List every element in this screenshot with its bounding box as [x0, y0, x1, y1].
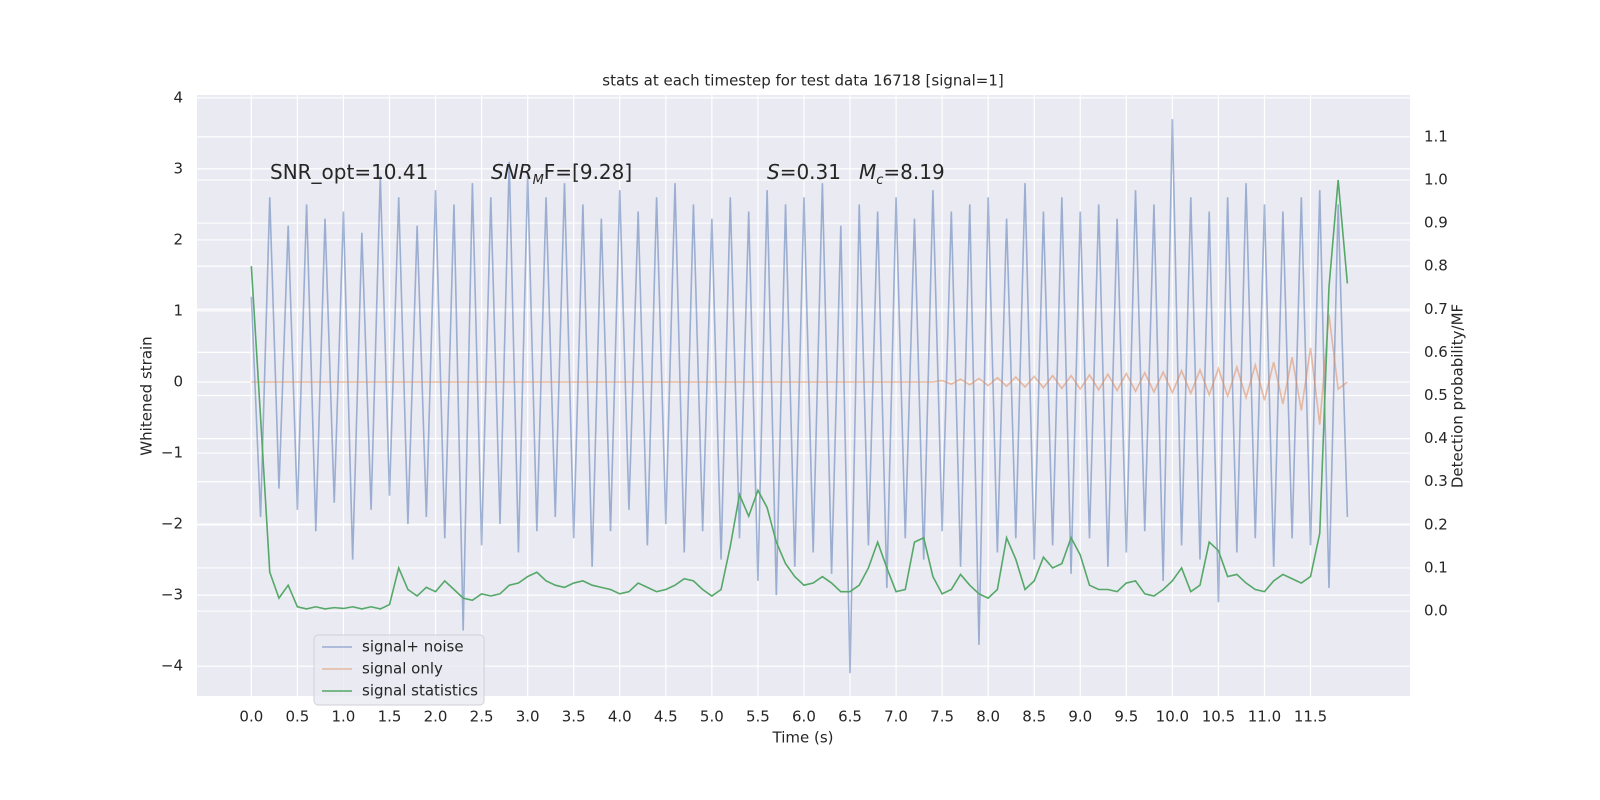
- y2-tick-label: 0.5: [1424, 386, 1448, 404]
- x-tick-label: 4.5: [654, 708, 678, 726]
- y2-tick-label: 1.0: [1424, 170, 1448, 188]
- legend-label: signal statistics: [362, 682, 478, 700]
- y2-tick-label: 0.8: [1424, 257, 1448, 275]
- x-tick-label: 8.5: [1022, 708, 1046, 726]
- annotation: SNR_opt=10.41: [270, 160, 428, 184]
- x-tick-label: 6.0: [792, 708, 816, 726]
- annotation-part: F=[9.28]: [544, 160, 632, 184]
- y-tick-label: 2: [173, 230, 183, 248]
- y2-tick-label: 0.1: [1424, 558, 1448, 576]
- y2-axis-label: Detection probability/MF: [1449, 304, 1467, 488]
- y-axis-label: Whitened strain: [138, 336, 156, 455]
- x-tick-label: 1.0: [332, 708, 356, 726]
- x-tick-label: 4.0: [608, 708, 632, 726]
- annotation-part: SNR_opt=10.41: [270, 160, 428, 184]
- legend-label: signal+ noise: [362, 638, 464, 656]
- x-tick-label: 5.5: [746, 708, 770, 726]
- x-tick-label: 0.0: [239, 708, 263, 726]
- x-tick-label: 3.5: [562, 708, 586, 726]
- legend-label: signal only: [362, 660, 443, 678]
- x-tick-label: 5.0: [700, 708, 724, 726]
- x-tick-label: 11.0: [1248, 708, 1281, 726]
- annotation-part: M: [859, 160, 876, 184]
- y-tick-label: 3: [173, 159, 183, 177]
- annotation: S=0.31: [767, 160, 841, 184]
- y-tick-label: 0: [173, 373, 183, 391]
- x-tick-label: 1.5: [378, 708, 402, 726]
- x-tick-label: 7.5: [930, 708, 954, 726]
- annotation-part: M: [533, 173, 544, 188]
- x-tick-label: 9.0: [1068, 708, 1092, 726]
- x-tick-label: 11.5: [1294, 708, 1327, 726]
- x-tick-label: 10.0: [1156, 708, 1189, 726]
- x-tick-label: 2.0: [424, 708, 448, 726]
- y2-tick-label: 0.0: [1424, 602, 1448, 620]
- x-tick-label: 9.5: [1114, 708, 1138, 726]
- x-tick-label: 7.0: [884, 708, 908, 726]
- annotation: Mc=8.19: [859, 160, 945, 189]
- x-tick-label: 6.5: [838, 708, 862, 726]
- annotation-part: S: [767, 160, 780, 184]
- y2-tick-label: 0.3: [1424, 472, 1448, 490]
- x-tick-label: 2.5: [470, 708, 494, 726]
- chart-title: stats at each timestep for test data 167…: [602, 72, 1003, 90]
- x-axis-label: Time (s): [772, 729, 834, 747]
- series-line: [250, 179, 1349, 610]
- y-tick-label: −3: [161, 586, 183, 604]
- x-tick-label: 10.5: [1202, 708, 1235, 726]
- annotation-part: =0.31: [780, 160, 841, 184]
- x-tick-label: 8.0: [976, 708, 1000, 726]
- annotation-part: SNR: [491, 160, 533, 184]
- annotation: SNRMF=[9.28]: [491, 160, 632, 189]
- legend-box: [313, 634, 485, 706]
- series-line: [251, 314, 1348, 425]
- x-tick-label: 3.0: [516, 708, 540, 726]
- annotation-part: c: [876, 173, 883, 188]
- y-tick-label: −1: [161, 444, 183, 462]
- y-tick-label: −4: [161, 657, 183, 675]
- y-tick-label: −2: [161, 515, 183, 533]
- y2-tick-label: 0.7: [1424, 300, 1448, 318]
- y2-tick-label: 0.2: [1424, 515, 1448, 533]
- annotation-part: =8.19: [883, 160, 944, 184]
- x-tick-label: 0.5: [285, 708, 309, 726]
- y2-tick-label: 0.9: [1424, 214, 1448, 232]
- y2-tick-label: 0.6: [1424, 343, 1448, 361]
- y2-tick-label: 1.1: [1424, 127, 1448, 145]
- y-tick-label: 4: [173, 88, 183, 106]
- y-tick-label: 1: [173, 301, 183, 319]
- y2-tick-label: 0.4: [1424, 429, 1448, 447]
